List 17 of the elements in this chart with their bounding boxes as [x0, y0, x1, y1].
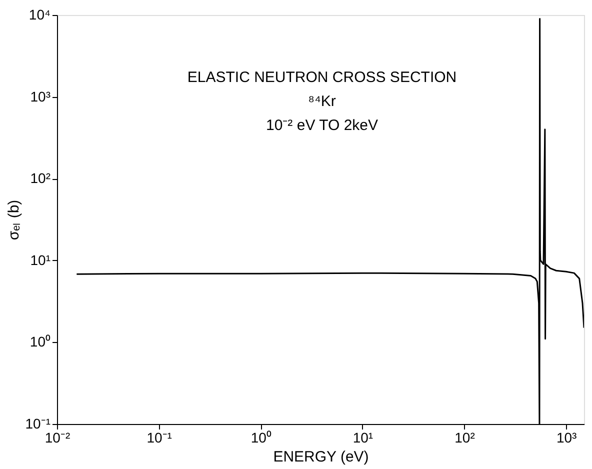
x-tick-label: 10⁻¹ [146, 430, 172, 446]
y-tick-label: 10³ [30, 88, 51, 104]
text: ELASTIC NEUTRON CROSS SECTION [187, 69, 457, 86]
x-tick-label: 10³ [556, 430, 578, 446]
y-tick-label: 10⁰ [30, 334, 50, 350]
x-tick-label: 10¹ [352, 430, 374, 446]
x-tick-label: 10⁰ [250, 430, 272, 446]
annotation: ⁸⁴Kr [308, 93, 336, 110]
y-axis-title: σₑₗ (b) [5, 200, 22, 240]
x-tick-label: 10² [454, 430, 476, 446]
x-tick-label: 10⁻² [44, 430, 70, 446]
x-axis-title: ENERGY (eV) [273, 448, 369, 466]
y-tick-label: 10² [30, 170, 51, 186]
annotation: 10⁻² eV TO 2keV [266, 117, 378, 134]
y-tick-label: 10¹ [30, 252, 51, 268]
y-tick-label: 10⁻¹ [25, 416, 51, 432]
y-tick-label: 10⁴ [28, 6, 50, 22]
